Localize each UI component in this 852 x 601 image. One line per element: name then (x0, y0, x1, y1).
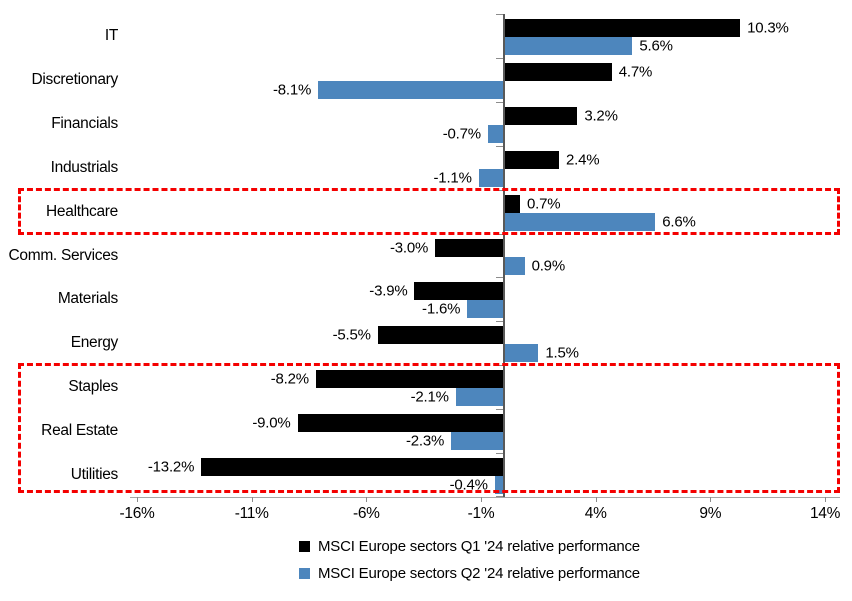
category-label-utilities: Utilities (70, 466, 119, 484)
bar-q1-financials (503, 106, 578, 125)
category-boundary-tick (495, 189, 503, 191)
plot-area: 10.3% 4.7% 3.2% 2.4% 0.7% -3.0% -3.9% -5.5% -8.2… (137, 14, 825, 497)
category-boundary-tick (495, 453, 503, 455)
value-label: -0.4% (449, 476, 488, 494)
value-label: -5.5% (332, 326, 371, 344)
category-boundary-tick (495, 57, 503, 59)
category-boundary-tick (495, 233, 503, 235)
x-axis-tick (825, 497, 826, 502)
value-label: -3.0% (389, 239, 429, 257)
bar-q2-it (503, 37, 633, 55)
value-label: 0.9% (531, 257, 566, 275)
value-label: 3.2% (584, 107, 618, 125)
value-label: -3.9% (369, 282, 408, 300)
bar-q1-real-estate (297, 414, 504, 433)
x-tick-label-11: -11% (234, 505, 269, 522)
value-label: -8.2% (270, 370, 309, 388)
category-label-discretionary: Discretionary (31, 70, 118, 88)
category-label-healthcare: Healthcare (46, 202, 118, 220)
x-axis-tick (137, 497, 138, 502)
x-tick-label-16: -16% (119, 505, 155, 522)
bar-q1-industrials (503, 150, 559, 169)
value-label: 5.6% (639, 37, 673, 55)
legend-marker-q1-icon (299, 541, 310, 552)
category-boundary-tick (495, 101, 503, 103)
bar-q1-it (503, 19, 741, 37)
category-label-industrials: Industrials (50, 158, 119, 176)
bar-q1-healthcare (503, 194, 520, 213)
bar-q2-financials (487, 124, 504, 143)
x-tick-label-14: 14% (809, 505, 841, 522)
value-label: -2.1% (410, 388, 449, 406)
value-label: 1.5% (545, 344, 579, 362)
bar-q1-staples (315, 370, 504, 389)
category-boundary-tick (495, 409, 503, 411)
bar-q1-discretionary (503, 62, 612, 81)
bar-q2-real-estate (451, 432, 504, 451)
x-axis-tick (710, 497, 712, 502)
bar-q1-energy (377, 326, 504, 345)
legend-item-q1: MSCI Europe sectors Q1 '24 relative perf… (299, 538, 640, 555)
category-boundary-tick (495, 321, 503, 323)
x-tick-label-1: -1% (467, 505, 495, 522)
category-boundary-tick (495, 365, 503, 367)
value-label: -1.1% (433, 169, 472, 187)
bar-q2-industrials (478, 168, 504, 187)
value-label: -1.6% (422, 300, 461, 318)
value-label: 10.3% (747, 19, 789, 37)
category-label-comm-services: Comm. Services (8, 246, 119, 264)
bar-q2-energy (503, 344, 539, 363)
legend-label: MSCI Europe sectors Q2 '24 relative perf… (318, 565, 640, 582)
bar-q1-comm-services (435, 238, 504, 257)
bar-q2-utilities (494, 476, 504, 495)
category-boundary-tick (495, 145, 503, 147)
legend-marker-q2-icon (299, 568, 310, 579)
x-tick-label-9: 9% (699, 505, 722, 522)
x-axis-tick (481, 497, 482, 502)
value-label: 2.4% (565, 151, 600, 169)
bar-q1-utilities (201, 458, 504, 477)
x-axis-tick (595, 497, 597, 502)
value-label: 4.7% (618, 63, 653, 81)
legend-item-q2: MSCI Europe sectors Q2 '24 relative perf… (299, 565, 640, 582)
value-label: -13.2% (147, 458, 195, 476)
category-boundary-tick (495, 14, 503, 15)
value-label: 6.6% (662, 213, 696, 231)
value-label: -9.0% (252, 414, 291, 432)
x-axis-tick (251, 497, 253, 502)
zero-axis-line (502, 14, 505, 497)
category-boundary-tick (495, 277, 503, 279)
category-label-real-estate: Real Estate (41, 422, 118, 440)
bar-q2-staples (455, 388, 504, 407)
x-axis-line (130, 497, 840, 498)
legend-label: MSCI Europe sectors Q1 '24 relative perf… (318, 538, 640, 555)
value-label: -2.3% (405, 432, 445, 450)
x-axis-tick (366, 497, 368, 502)
bar-q1-materials (414, 282, 504, 301)
x-tick-label-6: -6% (352, 505, 380, 522)
value-label: -0.7% (442, 125, 481, 143)
bar-q2-comm-services (503, 256, 525, 275)
category-label-materials: Materials (57, 290, 118, 308)
category-boundary-tick (495, 496, 503, 497)
category-label-energy: Energy (70, 334, 119, 352)
bar-q2-materials (467, 300, 504, 319)
category-label-financials: Financials (51, 114, 118, 132)
value-label: -8.1% (272, 81, 312, 99)
x-tick-label-4: 4% (584, 505, 607, 522)
bar-q2-healthcare (503, 212, 656, 231)
bar-q2-discretionary (318, 80, 504, 99)
value-label: 0.7% (526, 195, 561, 213)
category-label-it: IT (104, 26, 118, 44)
category-label-staples: Staples (68, 378, 118, 396)
